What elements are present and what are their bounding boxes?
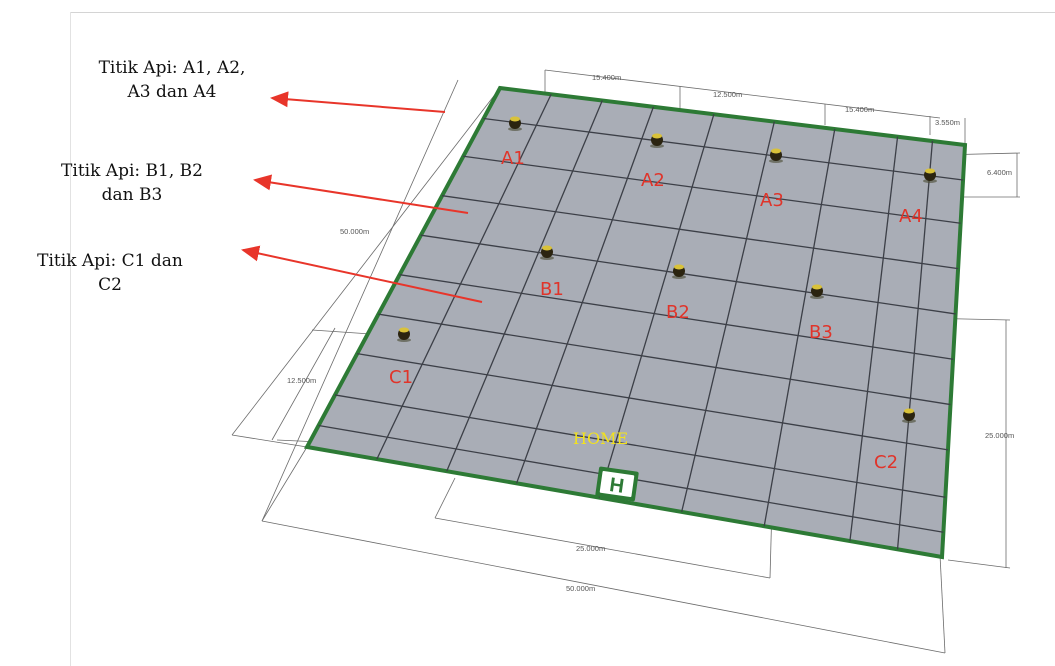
- fire-point-a1: A1: [501, 116, 525, 169]
- fire-point-b2: B2: [666, 264, 690, 323]
- grid-column-line: [849, 136, 899, 542]
- grid-row-line: [420, 234, 956, 315]
- callout-a-label: Titik Api: A1, A2, A3 dan A4: [62, 56, 282, 104]
- fire-marker-cap: [812, 284, 822, 290]
- arrow-a: [270, 91, 446, 113]
- grid-row-line: [483, 117, 964, 181]
- fire-point-a4: A4: [899, 168, 937, 227]
- arrow-c: [241, 245, 483, 303]
- dimension-lines: [231, 69, 1021, 654]
- callout-arrows: [241, 91, 483, 303]
- fire-point-c1: C1: [389, 327, 413, 388]
- page-left-rule: [70, 12, 71, 666]
- callout-b-line1: Titik Api: B1, B2: [61, 161, 203, 181]
- fire-point-label: B1: [540, 279, 564, 300]
- helipad: H: [595, 466, 639, 502]
- grid-row-line: [442, 195, 959, 270]
- grid-column-line: [446, 100, 603, 472]
- fire-marker-cap: [652, 133, 662, 139]
- fire-marker-cap: [542, 245, 552, 251]
- grid-column-line: [598, 114, 715, 498]
- fire-point-a2: A2: [641, 133, 665, 191]
- grid-column-line: [896, 140, 934, 550]
- fire-point-label: A2: [641, 170, 665, 191]
- dim-left-short: 12.500m: [287, 376, 316, 385]
- fire-point-b1: B1: [540, 245, 564, 300]
- grid-row-line: [334, 394, 946, 498]
- grid-column-line: [376, 93, 552, 460]
- dim-right-top: 6.400m: [987, 168, 1012, 177]
- fire-point-a3: A3: [760, 148, 784, 211]
- callout-b-label: Titik Api: B1, B2 dan B3: [22, 159, 242, 207]
- fire-point-label: A3: [760, 190, 784, 211]
- callout-a-line1: Titik Api: A1, A2,: [98, 58, 246, 78]
- dim-top-2: 12.500m: [713, 90, 742, 99]
- helipad-inner: [599, 471, 635, 497]
- home-label: HOME: [573, 429, 628, 448]
- grid-row-line: [357, 353, 949, 451]
- dimension-labels: 15.400m 12.500m 15.400m 3.550m 6.400m 50…: [287, 73, 1014, 593]
- arrow-b: [253, 174, 469, 214]
- fire-point-label: A1: [501, 148, 525, 169]
- fire-point-c2: C2: [874, 408, 916, 473]
- dim-top-3: 15.400m: [845, 105, 874, 114]
- fire-marker-cap: [771, 148, 781, 154]
- dim-left-long: 50.000m: [340, 227, 369, 236]
- page-top-rule: [70, 12, 1055, 13]
- callout-a-line2: A3 dan A4: [127, 82, 217, 102]
- dim-right-long: 25.000m: [985, 431, 1014, 440]
- field-plane: [303, 85, 968, 560]
- grid-row-line: [463, 155, 961, 224]
- callout-c-line2: C2: [98, 275, 122, 295]
- grid-column-line: [515, 106, 655, 484]
- dim-top-4: 3.550m: [935, 118, 960, 127]
- fire-point-label: C1: [389, 367, 413, 388]
- callout-c-line1: Titik Api: C1 dan: [37, 251, 183, 271]
- fire-marker-cap: [674, 264, 684, 270]
- grid-column-line: [681, 121, 775, 513]
- callout-b-line2: dan B3: [101, 185, 163, 205]
- grid-column-line: [763, 128, 836, 527]
- grid-row-line: [399, 274, 954, 360]
- dim-top-1: 15.400m: [592, 73, 621, 82]
- field-grid: [318, 93, 964, 550]
- dim-bottom-inner: 25.000m: [576, 544, 605, 553]
- callout-c-label: Titik Api: C1 dan C2: [0, 249, 220, 297]
- grid-row-line: [378, 313, 951, 406]
- fire-point-label: B2: [666, 302, 690, 323]
- fire-point-b3: B3: [809, 284, 833, 343]
- fire-marker-cap: [925, 168, 935, 174]
- fire-point-label: B3: [809, 322, 833, 343]
- fire-marker-cap: [399, 327, 409, 333]
- fire-marker-cap: [510, 116, 520, 122]
- fire-marker-cap: [904, 408, 914, 414]
- fire-point-label: C2: [874, 452, 898, 473]
- helipad-letter: H: [608, 474, 625, 498]
- dim-bottom-outer: 50.000m: [566, 584, 595, 593]
- fire-points: A1 A2 A3 A4 B1 B2 B3 C1 C2: [389, 116, 937, 473]
- fire-point-label: A4: [899, 206, 923, 227]
